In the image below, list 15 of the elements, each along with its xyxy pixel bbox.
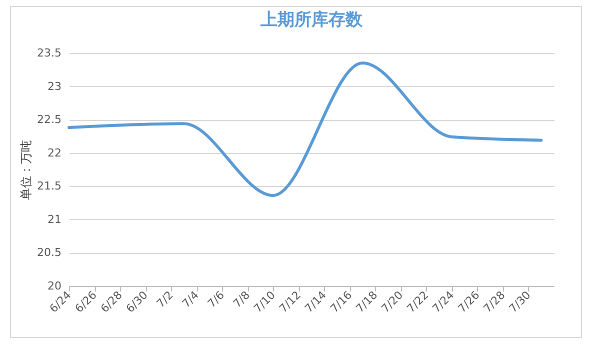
y-tick-label: 20 (48, 280, 62, 292)
y-tick-label: 23.5 (37, 46, 62, 60)
y-tick-label: 20.5 (37, 246, 62, 260)
y-tick-label: 21.5 (37, 180, 62, 193)
y-tick-label: 22.5 (37, 113, 62, 126)
line-series (68, 61, 543, 197)
y-tick-label: 21 (48, 212, 62, 226)
x-tick-label: 7/6 (205, 288, 227, 310)
x-tick-label: 7/8 (230, 288, 252, 310)
chart-title: 上期所库存数 (260, 10, 364, 30)
y-tick-label: 23 (48, 80, 62, 93)
x-tick-label: 7/4 (180, 288, 202, 310)
y-axis-title: 单位：万吨 (19, 140, 34, 200)
x-tick-label: 7/2 (154, 288, 176, 310)
y-tick-label: 22 (48, 146, 62, 160)
